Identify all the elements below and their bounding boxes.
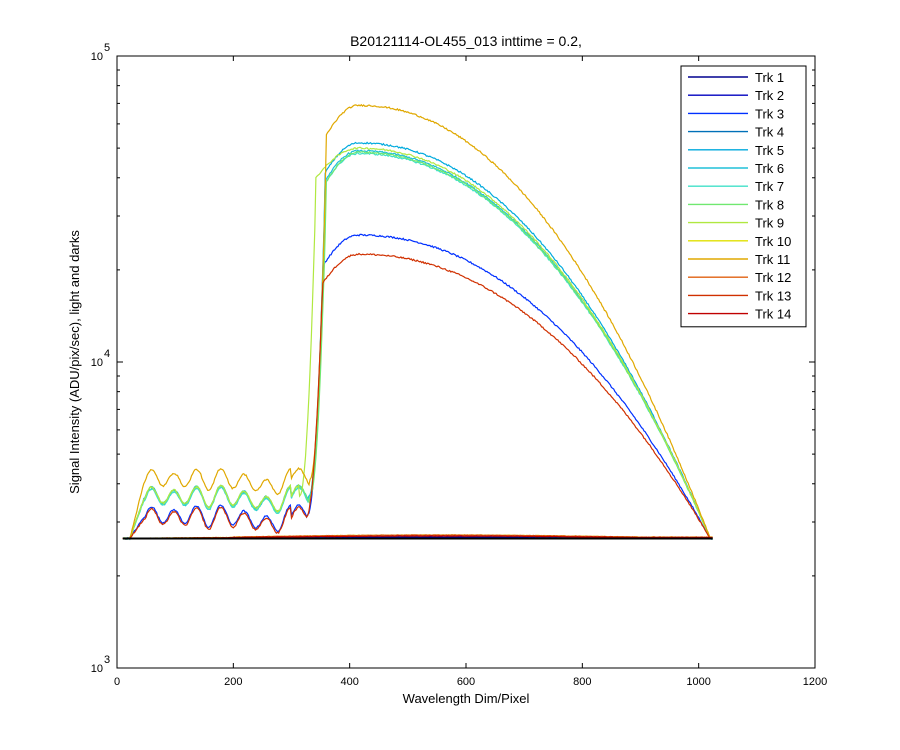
legend-label: Trk 5	[755, 143, 784, 158]
y-tick-label-base: 10	[91, 357, 103, 369]
x-axis-label: Wavelength Dim/Pixel	[403, 691, 530, 706]
x-tick-label: 1000	[686, 676, 710, 688]
legend: Trk 1 Trk 2 Trk 3 Trk 4 Trk 5 Trk 6 Trk 7 Trk 8…	[680, 65, 807, 328]
legend-label: Trk 3	[755, 106, 784, 121]
legend-label: Trk 12	[755, 270, 791, 285]
legend-label: Trk 14	[755, 307, 791, 322]
legend-label: Trk 7	[755, 179, 784, 194]
chart-title: B20121114-OL455_013 inttime = 0.2,	[350, 33, 582, 49]
series-line	[122, 233, 713, 541]
y-axis-label: Signal Intensity (ADU/pix/sec), light an…	[67, 230, 82, 494]
y-tick-label-exp: 5	[104, 42, 110, 54]
series-line	[122, 103, 713, 540]
legend-label: Trk 8	[755, 197, 784, 212]
plot-lines	[122, 103, 713, 541]
x-tick-label: 800	[573, 676, 591, 688]
legend-label: Trk 11	[755, 252, 790, 267]
legend-label: Trk 2	[755, 88, 784, 103]
x-tick-label: 200	[224, 676, 242, 688]
y-tick-label-base: 10	[91, 663, 103, 675]
legend-label: Trk 6	[755, 161, 784, 176]
x-tick-label: 400	[340, 676, 358, 688]
series-line	[122, 252, 713, 540]
x-tick-label: 0	[114, 676, 120, 688]
x-tick-label: 1200	[803, 676, 827, 688]
x-tick-label: 600	[457, 676, 475, 688]
legend-label: Trk 4	[755, 125, 784, 140]
y-tick-label-exp: 4	[104, 348, 110, 360]
legend-label: Trk 10	[755, 234, 791, 249]
y-tick-label-base: 10	[91, 51, 103, 63]
legend-box	[680, 65, 807, 328]
legend-label: Trk 1	[755, 70, 784, 85]
legend-label: Trk 13	[755, 288, 791, 303]
series-line	[122, 146, 713, 540]
legend-label: Trk 9	[755, 216, 784, 231]
y-tick-label-exp: 3	[104, 654, 110, 666]
